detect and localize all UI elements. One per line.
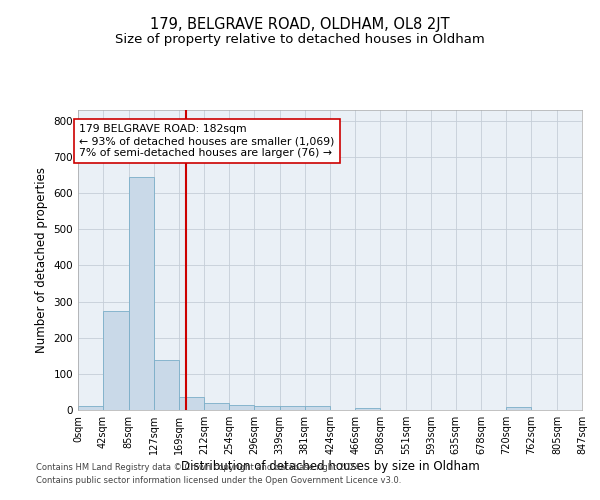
Text: 179, BELGRAVE ROAD, OLDHAM, OL8 2JT: 179, BELGRAVE ROAD, OLDHAM, OL8 2JT (150, 18, 450, 32)
Bar (506, 408, 532, 410)
Bar (229, 406, 254, 410)
Text: 179 BELGRAVE ROAD: 182sqm
← 93% of detached houses are smaller (1,069)
7% of sem: 179 BELGRAVE ROAD: 182sqm ← 93% of detac… (79, 124, 335, 158)
Bar (305, 406, 330, 410)
Text: Size of property relative to detached houses in Oldham: Size of property relative to detached ho… (115, 32, 485, 46)
Bar (280, 406, 305, 410)
Bar (204, 403, 229, 410)
X-axis label: Distribution of detached houses by size in Oldham: Distribution of detached houses by size … (181, 460, 479, 473)
Bar (154, 360, 179, 410)
Text: Contains public sector information licensed under the Open Government Licence v3: Contains public sector information licen… (36, 476, 401, 485)
Bar (78, 406, 103, 410)
Bar (355, 408, 380, 410)
Text: Contains HM Land Registry data © Crown copyright and database right 2024.: Contains HM Land Registry data © Crown c… (36, 464, 362, 472)
Bar (128, 177, 154, 410)
Bar (103, 310, 128, 410)
Bar (254, 406, 280, 410)
Bar (179, 398, 204, 410)
Y-axis label: Number of detached properties: Number of detached properties (35, 167, 48, 353)
